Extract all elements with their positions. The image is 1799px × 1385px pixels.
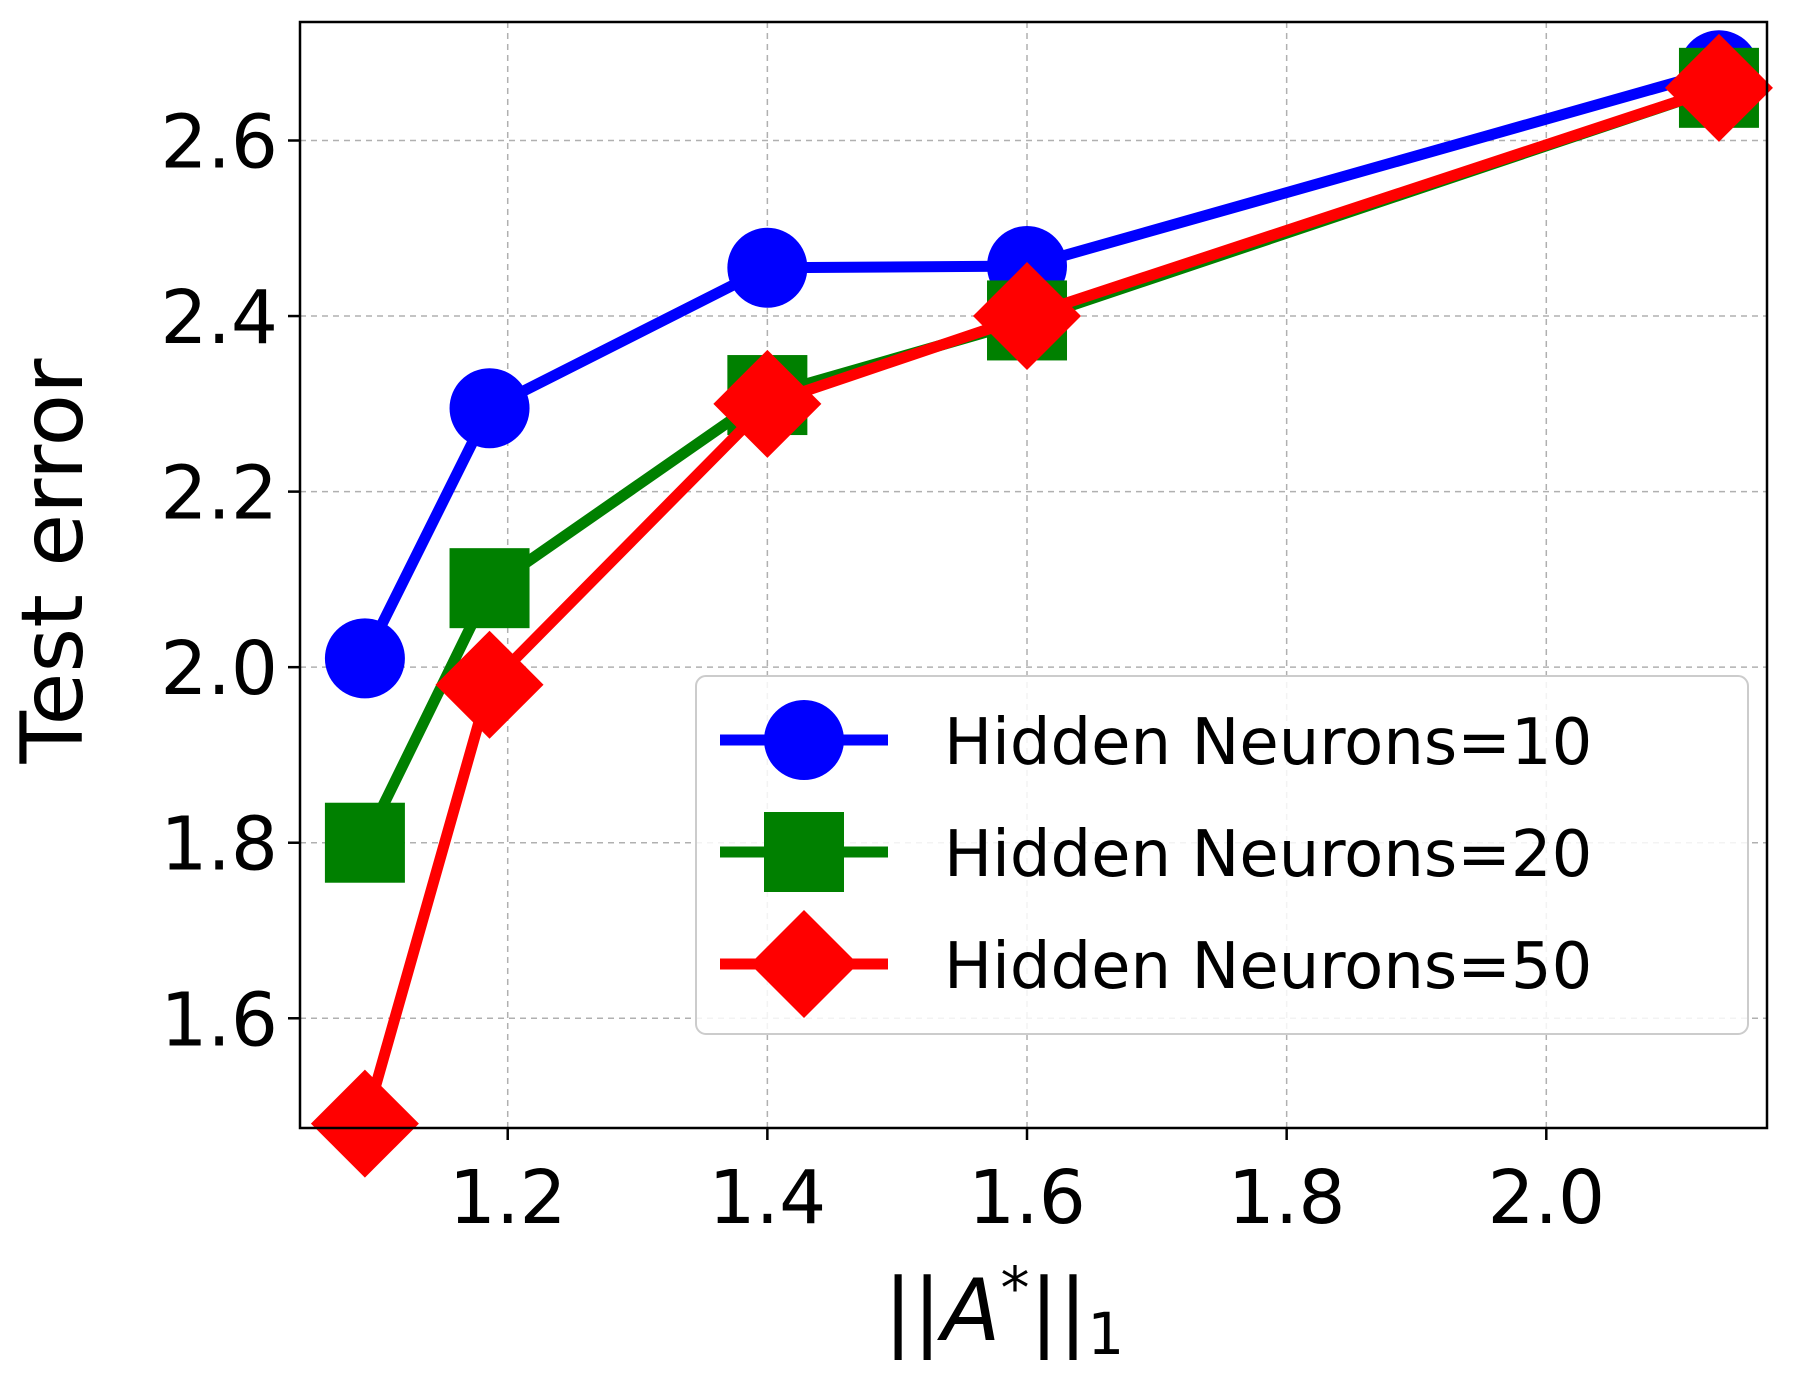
x-tick-label-1: 1.4 — [709, 1155, 827, 1241]
x-axis-label: ||A*||1 — [884, 1254, 1125, 1368]
x-tick-label-0: 1.2 — [449, 1155, 567, 1241]
y-tick-label-0: 1.6 — [160, 977, 278, 1063]
series-0 — [324, 30, 1759, 699]
x-tick-label-3: 1.8 — [1228, 1155, 1346, 1241]
series-2-point-4 — [1664, 33, 1773, 142]
y-tick-label-5: 2.6 — [160, 100, 278, 186]
y-tick-label-4: 2.4 — [160, 275, 278, 361]
y-tick-label-3: 2.2 — [160, 451, 278, 537]
x-axis-label-subscript: 1 — [1087, 1300, 1124, 1368]
legend-item-2: Hidden Neurons=50 — [720, 910, 1592, 1018]
legend-marker-1 — [764, 812, 844, 892]
legend-item-1: Hidden Neurons=20 — [720, 812, 1592, 892]
x-axis-label-symbol: A — [937, 1261, 1001, 1361]
series-layer — [310, 30, 1773, 1178]
series-2-point-3 — [973, 262, 1082, 371]
series-2-point-0 — [310, 1069, 419, 1178]
y-axis-label: Test error — [3, 358, 103, 765]
legend-label-2: Hidden Neurons=50 — [944, 930, 1592, 1004]
x-tick-label-2: 1.6 — [968, 1155, 1086, 1241]
series-0-point-0 — [324, 618, 405, 699]
tick-layer: 1.2 1.4 1.6 1.8 2.0 1.6 1.8 2.0 2.2 2.4 2.6 — [160, 100, 1605, 1242]
legend-marker-2 — [750, 910, 858, 1018]
series-2 — [310, 33, 1773, 1178]
series-0-point-2 — [727, 227, 808, 308]
axes-box — [298, 20, 1769, 1130]
series-2-point-2 — [713, 349, 822, 458]
y-tick-label-1: 1.8 — [160, 802, 278, 888]
series-1-point-0 — [324, 802, 405, 883]
x-axis-label-bars-left: || — [884, 1261, 942, 1361]
x-tick-label-4: 2.0 — [1487, 1155, 1605, 1241]
series-1-point-1 — [449, 548, 530, 629]
series-2-point-1 — [435, 630, 544, 739]
legend-label-1: Hidden Neurons=20 — [944, 818, 1592, 892]
series-0-point-1 — [449, 368, 530, 449]
legend-label-0: Hidden Neurons=10 — [944, 706, 1592, 780]
plot-frame — [298, 20, 1769, 1130]
y-tick-label-2: 2.0 — [160, 626, 278, 712]
x-axis-label-superscript: * — [1000, 1254, 1029, 1322]
x-axis-label-bars-right: || — [1029, 1261, 1087, 1361]
legend: Hidden Neurons=10 Hidden Neurons=20 Hidden… — [695, 675, 1749, 1035]
legend-box — [695, 675, 1749, 1035]
legend-marker-0 — [764, 700, 844, 780]
legend-item-0: Hidden Neurons=10 — [720, 700, 1592, 780]
